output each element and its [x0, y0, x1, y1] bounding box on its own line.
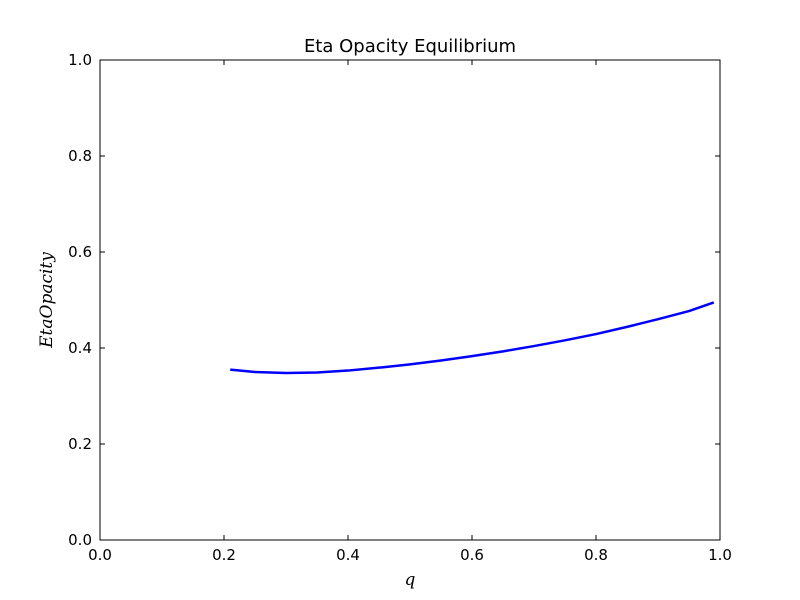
x-tick-label-0: 0.0	[88, 546, 112, 564]
x-axis: 0.0 0.2 0.4 0.6 0.8 1.0	[88, 60, 732, 564]
plot-frame	[99, 59, 721, 541]
x-axis-label: q	[405, 570, 416, 590]
y-tick-label-3: 0.6	[68, 243, 92, 261]
series-line-0	[230, 301, 715, 375]
x-tick-label-4: 0.8	[584, 546, 608, 564]
y-axis-label: EtaOpacity	[37, 252, 57, 349]
y-tick-label-4: 0.8	[68, 147, 92, 165]
x-tick-label-3: 0.6	[460, 546, 484, 564]
x-tick-label-5: 1.0	[708, 546, 732, 564]
y-tick-label-2: 0.4	[68, 339, 92, 357]
x-tick-label-1: 0.2	[212, 546, 236, 564]
y-tick-label-0: 0.0	[68, 531, 92, 549]
y-tick-label-5: 1.0	[68, 51, 92, 69]
chart-title: Eta Opacity Equilibrium	[304, 36, 516, 57]
plot-lines	[230, 301, 715, 375]
y-axis: 0.0 0.2 0.4 0.6 0.8 1.0	[68, 51, 720, 549]
x-tick-label-2: 0.4	[336, 546, 360, 564]
y-tick-label-1: 0.2	[68, 435, 92, 453]
